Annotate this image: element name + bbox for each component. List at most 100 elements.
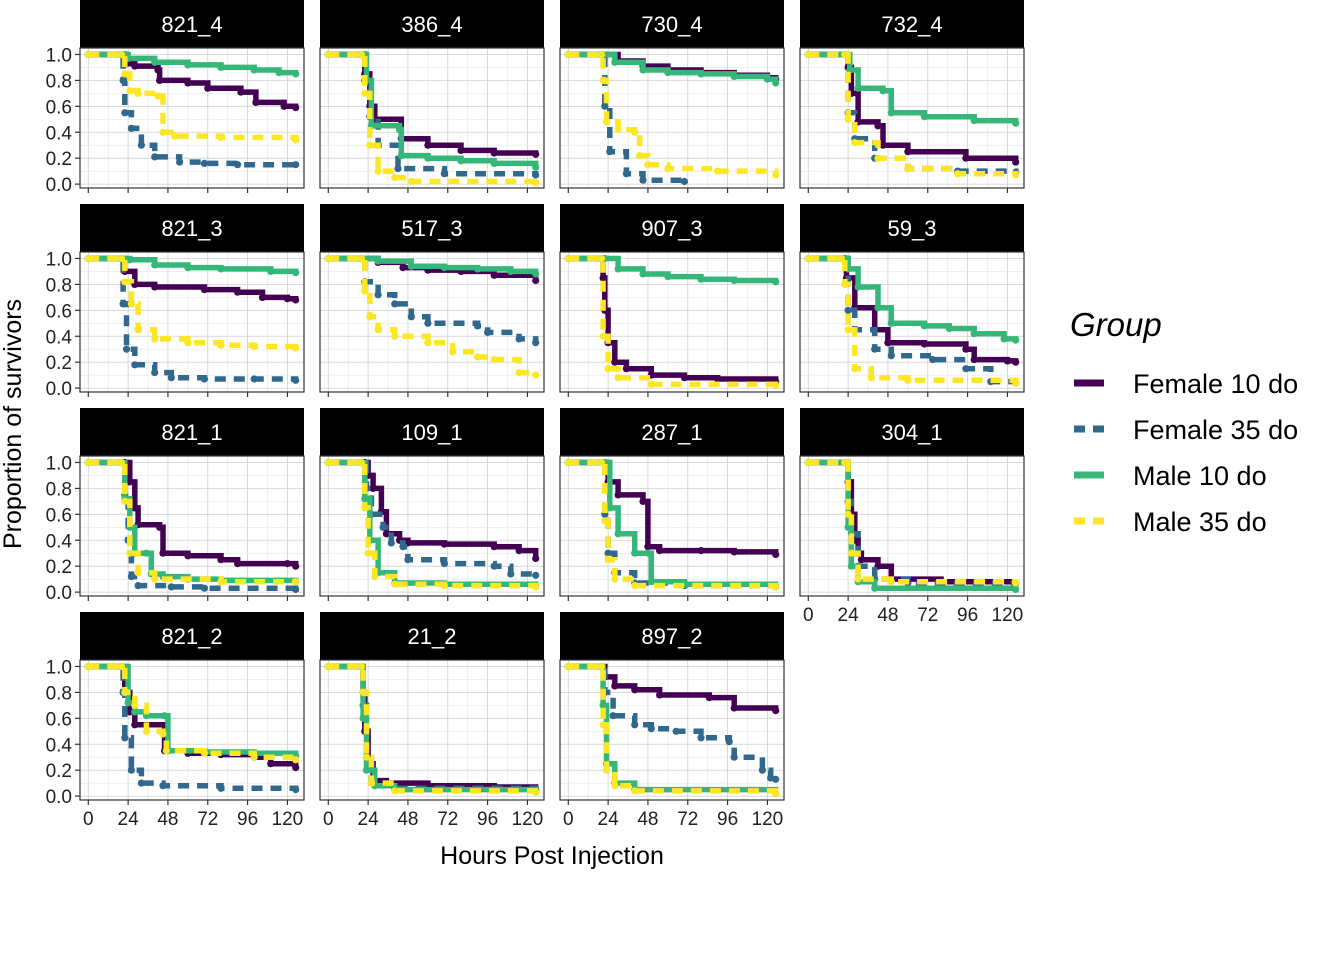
y-tick-label: 1.0	[46, 45, 72, 66]
plot-background	[80, 456, 304, 596]
censor-point-female-35-do	[292, 585, 300, 594]
censor-point-male-35-do	[117, 458, 126, 467]
panel-border	[799, 251, 1025, 393]
censor-point-male-35-do	[841, 458, 849, 467]
censor-point-male-35-do	[217, 341, 225, 349]
censor-point-male-35-do	[184, 339, 192, 347]
censor-point-male-10-do	[647, 578, 655, 586]
facet-strip-label: 821_4	[161, 12, 222, 37]
panel-border	[559, 455, 785, 597]
censor-point-male-35-do	[361, 504, 369, 512]
censor-point-male-35-do	[1012, 379, 1020, 387]
censor-point-male-35-do	[490, 356, 498, 364]
facet-287-1: 287_1	[559, 408, 785, 601]
censor-point-male-35-do	[804, 254, 812, 263]
plot-background	[560, 456, 784, 596]
censor-point-female-10-do	[258, 293, 267, 301]
censor-point-female-10-do	[962, 345, 970, 353]
x-tick-label: 96	[237, 809, 258, 830]
censor-point-male-35-do	[611, 782, 619, 790]
plot-background	[80, 252, 304, 392]
x-tick-label: 96	[957, 605, 978, 626]
censor-point-male-10-do	[184, 61, 192, 69]
censor-point-female-35-do	[387, 539, 395, 547]
survival-curve-male-35-do	[568, 663, 779, 794]
censor-point-female-10-do	[532, 276, 540, 285]
censor-point-male-35-do	[614, 374, 622, 382]
gridlines	[80, 660, 304, 800]
censor-point-male-35-do	[631, 128, 639, 136]
censor-point-female-10-do	[622, 365, 631, 373]
censor-point-male-35-do	[440, 582, 448, 590]
censor-point-male-35-do	[841, 280, 849, 288]
censor-point-female-10-do	[614, 491, 622, 499]
censor-point-male-35-do	[844, 510, 852, 518]
x-tick-label: 72	[197, 809, 218, 830]
censor-point-female-10-do	[730, 548, 738, 556]
x-tick-label: 96	[477, 809, 498, 830]
censor-point-female-35-do	[507, 570, 515, 578]
censor-point-male-35-do	[599, 76, 607, 84]
censor-point-female-10-do	[151, 283, 159, 291]
survival-curve-female-35-do	[808, 51, 1019, 174]
censor-point-male-10-do	[507, 267, 515, 275]
censor-point-male-35-do	[391, 332, 399, 340]
censor-point-male-35-do	[121, 688, 129, 697]
censor-point-female-10-do	[292, 104, 300, 112]
x-tick-label: 120	[992, 605, 1024, 626]
panel-border	[559, 251, 785, 393]
censor-point-male-10-do	[474, 265, 482, 273]
censor-point-female-10-do	[126, 708, 134, 716]
censor-point-female-35-do	[532, 571, 540, 579]
censor-point-male-35-do	[844, 115, 852, 123]
censor-point-female-10-do	[237, 88, 245, 96]
censor-point-male-35-do	[564, 50, 572, 59]
censor-point-male-35-do	[361, 89, 369, 97]
facet-strip-907-3	[560, 204, 784, 252]
censor-point-male-10-do	[847, 562, 856, 570]
censor-point-male-10-do	[639, 270, 647, 278]
censor-point-female-35-do	[391, 300, 399, 308]
censor-point-female-10-do	[639, 497, 647, 505]
censor-point-male-10-do	[361, 495, 369, 503]
censor-point-male-10-do	[124, 699, 132, 707]
censor-point-female-10-do	[283, 560, 291, 568]
panel-border	[559, 659, 785, 801]
censor-point-male-35-do	[121, 278, 129, 286]
censor-point-male-35-do	[292, 578, 300, 586]
censor-point-female-35-do	[440, 560, 448, 568]
censor-point-female-10-do	[440, 540, 448, 548]
censor-point-male-10-do	[151, 261, 159, 269]
censor-point-female-10-do	[884, 339, 892, 347]
censor-point-female-10-do	[1012, 158, 1020, 166]
censor-point-male-35-do	[391, 580, 399, 588]
censor-point-male-35-do	[159, 128, 167, 136]
censor-point-female-35-do	[606, 148, 614, 156]
x-tick-label: 0	[563, 809, 574, 830]
censor-point-female-35-do	[134, 582, 142, 590]
censor-point-male-35-do	[324, 254, 332, 263]
plot-background	[560, 252, 784, 392]
censor-point-female-10-do	[280, 102, 288, 110]
x-tick-label: 0	[803, 605, 814, 626]
y-tick-label: 0.2	[46, 761, 72, 782]
censor-point-female-10-do	[252, 98, 260, 106]
censor-point-female-10-do	[705, 694, 713, 702]
censor-point-female-35-do	[725, 738, 733, 746]
censor-point-female-35-do	[404, 556, 412, 564]
censor-point-male-35-do	[804, 50, 812, 59]
censor-point-male-10-do	[611, 58, 619, 66]
facet-strip-label: 730_4	[641, 12, 702, 37]
censor-point-male-35-do	[84, 50, 92, 59]
censor-point-female-10-do	[200, 286, 208, 294]
censor-point-female-10-do	[131, 62, 139, 70]
censor-point-male-35-do	[171, 132, 179, 140]
censor-point-male-10-do	[1012, 119, 1020, 127]
censor-point-male-10-do	[854, 84, 862, 92]
censor-point-male-35-do	[611, 575, 619, 583]
censor-point-female-10-do	[292, 562, 300, 570]
censor-point-male-35-do	[597, 50, 606, 59]
censor-point-female-10-do	[697, 547, 705, 555]
censor-point-male-35-do	[851, 365, 859, 373]
facet-897-2: 897_2 0 24 48 72 96 120	[559, 612, 785, 830]
